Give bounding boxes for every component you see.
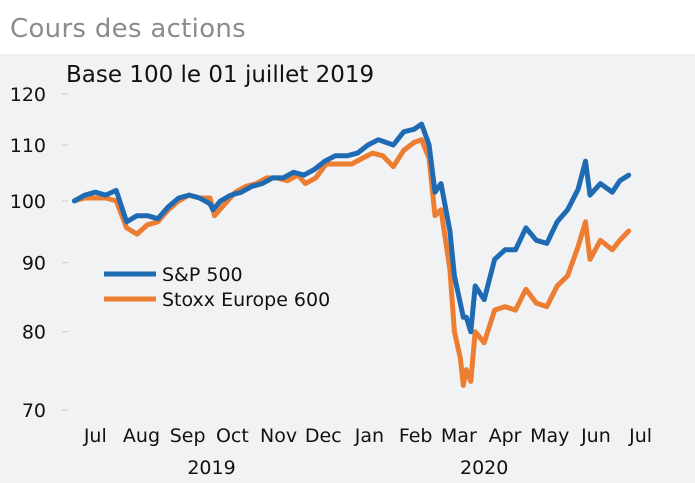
y-tick-label: 70 [22, 400, 46, 422]
series-lines [71, 121, 632, 388]
x-tick-label: Jul [83, 425, 107, 447]
chart-title: Base 100 le 01 juillet 2019 [66, 62, 374, 88]
legend: S&P 500 Stoxx Europe 600 [104, 264, 330, 311]
x-tick-label: Feb [399, 425, 433, 447]
y-tick-label: 90 [22, 253, 46, 275]
x-axis: Jul Aug Sep Oct Nov Dec Jan Feb Mar Apr May Jun Jul 2… [83, 425, 652, 479]
header-title: Cours des actions [10, 14, 247, 44]
x-tick-label: Sep [170, 425, 206, 447]
x-tick-label: Jul [628, 425, 652, 447]
x-year-label: 2020 [460, 457, 508, 479]
series-line [71, 121, 632, 335]
x-tick-label: May [530, 425, 569, 447]
legend-label: S&P 500 [162, 264, 243, 286]
x-tick-label: Jan [354, 425, 384, 447]
y-tick-label: 80 [22, 322, 46, 344]
x-tick-label: Mar [441, 425, 477, 447]
legend-label: Stoxx Europe 600 [162, 289, 330, 311]
chart-panel: Base 100 le 01 juillet 2019 70 80 90 100 110… [0, 54, 695, 483]
x-tick-label: Jun [580, 425, 611, 447]
x-tick-label: Apr [489, 425, 522, 447]
x-tick-label: Aug [123, 425, 160, 447]
series-line [71, 137, 632, 388]
x-tick-label: Nov [260, 425, 297, 447]
line-chart: Base 100 le 01 juillet 2019 70 80 90 100 110… [10, 62, 652, 479]
x-tick-label: Dec [305, 425, 342, 447]
x-year-label: 2019 [187, 457, 235, 479]
y-tick-label: 120 [10, 84, 46, 106]
x-tick-label: Oct [216, 425, 249, 447]
y-axis: 70 80 90 100 110 120 [10, 84, 68, 422]
y-tick-label: 110 [10, 135, 46, 157]
y-tick-label: 100 [10, 191, 46, 213]
